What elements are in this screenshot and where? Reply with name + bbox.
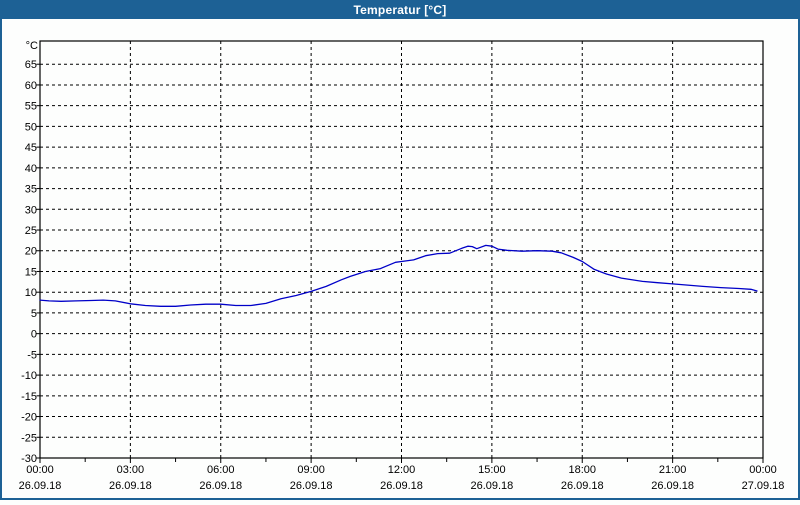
y-tick-label: 40 [25,163,37,175]
x-time-label: 12:00 [388,464,416,476]
x-date-label: 26.09.18 [19,480,62,492]
x-time-label: 15:00 [478,464,506,476]
window-title: Temperatur [°C] [353,2,447,17]
y-tick-label: 55 [25,101,37,113]
x-date-label: 26.09.18 [561,480,604,492]
y-tick-label: -15 [21,391,37,403]
x-time-label: 21:00 [659,464,687,476]
y-tick-label: -30 [21,453,37,465]
x-time-label: 03:00 [117,464,145,476]
y-tick-label: -10 [21,370,37,382]
x-date-label: 26.09.18 [109,480,152,492]
y-tick-label: 0 [31,329,37,341]
y-tick-label: 20 [25,246,37,258]
y-tick-label: 50 [25,121,37,133]
y-axis-unit-label: °C [26,40,38,52]
y-tick-label: -25 [21,432,37,444]
y-tick-label: 25 [25,225,37,237]
y-tick-label: 65 [25,59,37,71]
x-date-label: 26.09.18 [380,480,423,492]
plot-border [39,40,764,459]
x-date-label: 26.09.18 [199,480,242,492]
temperature-line [39,244,758,307]
window-titlebar[interactable]: Temperatur [°C] [0,0,800,19]
x-date-label: 26.09.18 [651,480,694,492]
y-tick-label: 35 [25,184,37,196]
y-tick-label: -20 [21,412,37,424]
y-tick-label: 45 [25,142,37,154]
y-tick-label: 60 [25,80,37,92]
x-time-label: 00:00 [749,464,777,476]
x-time-label: 00:00 [26,464,54,476]
x-time-label: 06:00 [207,464,235,476]
y-tick-label: 5 [31,308,37,320]
x-date-label: 26.09.18 [290,480,333,492]
x-time-label: 18:00 [568,464,596,476]
x-date-label: 26.09.18 [470,480,513,492]
y-tick-label: 30 [25,204,37,216]
x-date-label: 27.09.18 [742,480,785,492]
y-tick-label: 15 [25,266,37,278]
y-tick-label: -5 [27,349,37,361]
x-time-label: 09:00 [297,464,325,476]
y-tick-label: 10 [25,287,37,299]
